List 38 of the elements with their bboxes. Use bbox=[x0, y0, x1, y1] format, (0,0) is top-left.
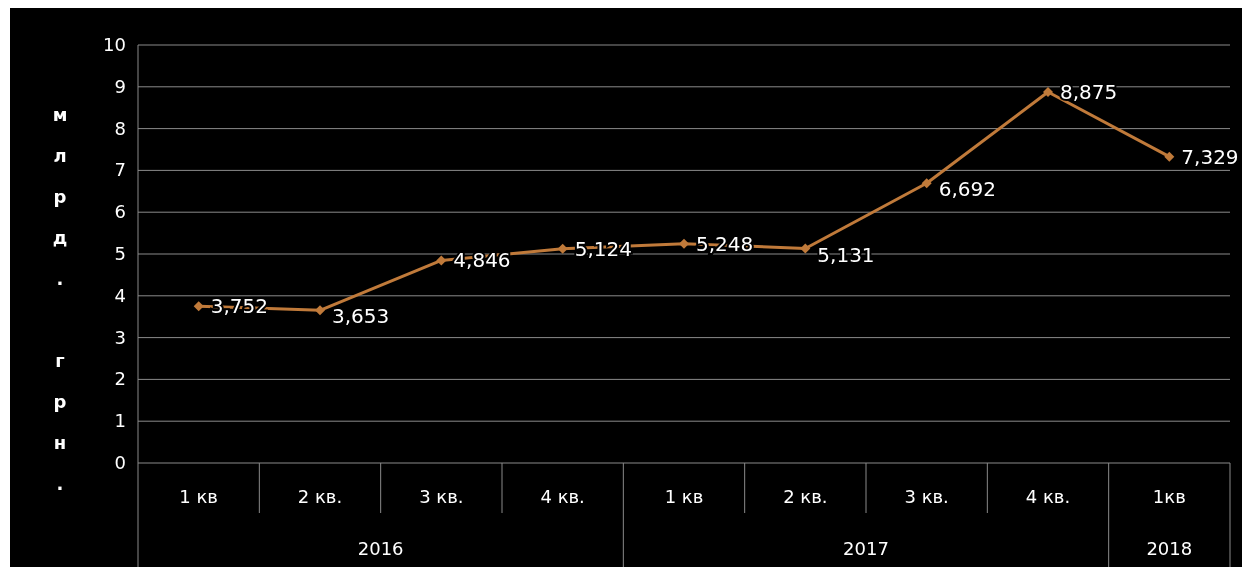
text: 8,875 bbox=[1060, 80, 1118, 105]
y-tick-label: 8 bbox=[114, 117, 126, 139]
point bbox=[436, 255, 447, 266]
x-tick-label: 3 кв. bbox=[904, 486, 949, 507]
text: 2016 bbox=[357, 538, 404, 559]
text: 6,692 bbox=[938, 177, 996, 202]
x-tick-label: 4 кв. bbox=[540, 486, 585, 507]
point bbox=[193, 301, 204, 312]
y-tick-label: 0 bbox=[114, 452, 126, 473]
x-tick-label: 4 кв. bbox=[1025, 486, 1071, 507]
x-tick-label: 1 кв bbox=[179, 486, 218, 507]
y-axis-title: млрд. грн. bbox=[49, 104, 71, 514]
y-tick-label: 10 bbox=[103, 34, 126, 55]
x-tick-label: 1 кв bbox=[664, 486, 704, 507]
y-tick-label: 4 bbox=[114, 284, 126, 306]
y-tick-label: 5 bbox=[114, 243, 126, 264]
point bbox=[1043, 87, 1053, 98]
x-tick-label: 2 кв. bbox=[783, 486, 828, 507]
y-tick-label: 9 bbox=[114, 75, 126, 97]
text: 5,131 bbox=[817, 242, 875, 267]
point bbox=[1164, 151, 1175, 162]
text: 2018 bbox=[1146, 538, 1193, 559]
text: 7,329 bbox=[1181, 144, 1239, 169]
text: 3,653 bbox=[332, 304, 390, 329]
y-tick-label: 1 bbox=[114, 410, 126, 432]
y-tick-label: 7 bbox=[114, 159, 126, 181]
x-tick-label: 1кв bbox=[1152, 486, 1186, 507]
point bbox=[921, 178, 932, 189]
y-tick-label: 6 bbox=[114, 201, 126, 223]
point bbox=[315, 305, 325, 316]
x-tick-label: 3 кв. bbox=[419, 486, 464, 507]
y-tick-label: 2 bbox=[114, 368, 126, 390]
point bbox=[557, 243, 568, 254]
y-tick-label: 3 bbox=[114, 326, 126, 348]
text: 2017 bbox=[843, 538, 889, 559]
point bbox=[800, 243, 811, 254]
x-tick-label: 2 кв. bbox=[297, 486, 343, 507]
point bbox=[679, 238, 689, 249]
